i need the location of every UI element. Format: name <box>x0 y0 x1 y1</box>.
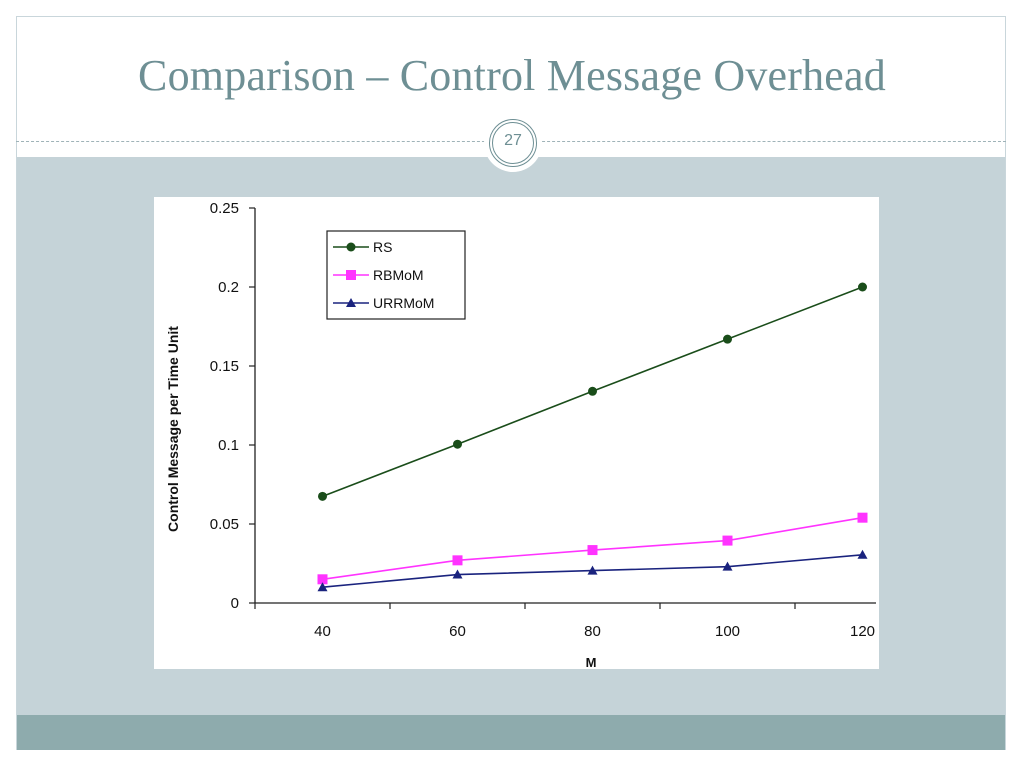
y-axis-label: Control Message per Time Unit <box>165 326 181 532</box>
line-chart: 0 0.05 0.1 0.15 0.2 0.25 40 60 80 100 120 RS RBMoM… <box>165 200 876 670</box>
y-tick-label: 0.25 <box>210 200 239 217</box>
x-tick-label: 40 <box>314 623 331 640</box>
chart-series <box>317 282 868 592</box>
x-axis-label: M <box>586 655 597 669</box>
legend-label-rs: RS <box>373 239 392 255</box>
x-tick-label: 120 <box>850 623 875 640</box>
footer-band <box>17 715 1005 750</box>
data-point-urrmom <box>722 561 733 571</box>
x-tick-label: 60 <box>449 623 466 640</box>
page-number: 27 <box>504 132 522 149</box>
data-point-rs <box>588 386 597 396</box>
page-number-badge: 27 <box>484 114 542 172</box>
y-tick-label: 0.2 <box>218 279 239 296</box>
slide-title: Comparison – Control Message Overhead <box>138 51 886 100</box>
y-tick-label: 0.1 <box>218 437 239 454</box>
data-point-rs <box>858 282 867 292</box>
legend-marker-rs <box>346 242 356 252</box>
badge-inner-ring <box>492 122 534 164</box>
x-axis-ticks: 40 60 80 100 120 <box>254 603 875 640</box>
y-tick-label: 0.05 <box>210 516 239 533</box>
data-point-rs <box>453 439 462 449</box>
legend-label-urrmom: URRMoM <box>373 295 434 311</box>
x-tick-label: 80 <box>584 623 601 640</box>
y-axis-ticks: 0 0.05 0.1 0.15 0.2 0.25 <box>210 200 255 612</box>
legend-label-rbmom: RBMoM <box>373 267 424 283</box>
data-point-rbmom <box>452 555 463 566</box>
data-point-urrmom <box>452 569 463 579</box>
data-point-rbmom <box>587 545 598 556</box>
data-point-urrmom <box>587 565 598 575</box>
chart-legend: RS RBMoM URRMoM <box>326 230 466 320</box>
x-tick-label: 100 <box>715 623 740 640</box>
y-tick-label: 0 <box>231 595 239 612</box>
data-point-rbmom <box>722 535 733 546</box>
legend-marker-rbmom <box>346 270 356 280</box>
data-point-rbmom <box>317 574 328 585</box>
data-point-rs <box>318 491 327 501</box>
series-rs <box>318 282 867 501</box>
chart-panel: 0 0.05 0.1 0.15 0.2 0.25 40 60 80 100 120 RS RBMoM… <box>154 197 879 670</box>
data-point-urrmom <box>857 549 868 559</box>
legend-marker-urrmom <box>346 298 356 307</box>
data-point-rbmom <box>857 512 868 523</box>
y-tick-label: 0.15 <box>210 358 239 375</box>
data-point-rs <box>723 334 732 344</box>
series-urrmom <box>317 549 868 592</box>
chart-axes <box>254 208 876 604</box>
data-point-urrmom <box>317 582 328 592</box>
series-rbmom <box>317 512 868 585</box>
badge-outer-ring <box>489 119 537 167</box>
